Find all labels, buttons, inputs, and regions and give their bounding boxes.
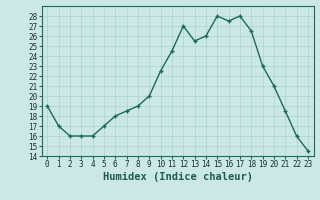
X-axis label: Humidex (Indice chaleur): Humidex (Indice chaleur) [103,172,252,182]
